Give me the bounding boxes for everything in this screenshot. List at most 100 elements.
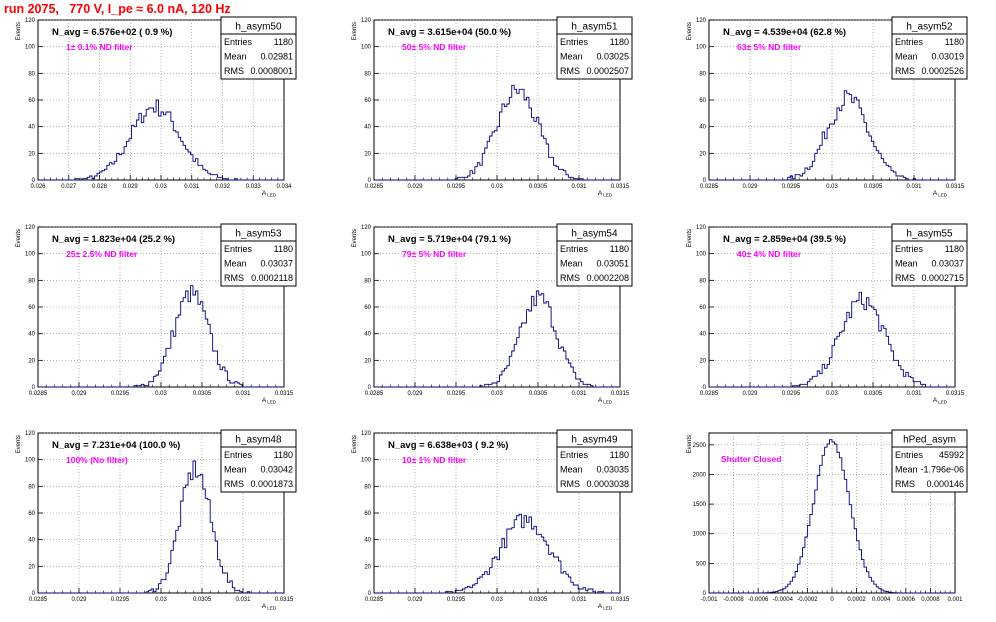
histogram-line — [374, 290, 620, 388]
stats-value: 1180 — [274, 244, 293, 254]
filter-annotation: 63± 5% ND filter — [737, 42, 802, 52]
stats-label: Mean — [560, 465, 583, 475]
x-tick-label: 0.0305 — [529, 391, 548, 397]
x-tick-label: 0.0315 — [611, 184, 630, 190]
filter-annotation: 25± 2.5% ND filter — [66, 249, 138, 259]
x-tick-label: 0.0295 — [447, 597, 466, 603]
y-axis-label: Events — [16, 22, 22, 40]
filter-annotation: 40± 4% ND filter — [737, 249, 802, 259]
y-tick-label: 80 — [699, 71, 706, 77]
panel-h_asym49: 0.0285 0.029 0.0295 0.03 0.0305 0.031 0.0315 0 2… — [352, 429, 633, 611]
y-tick-label: 40 — [28, 332, 35, 338]
panel-h_asym51: 0.0285 0.029 0.0295 0.03 0.0305 0.031 0.0315 0 2… — [352, 16, 633, 198]
y-tick-label: 60 — [28, 511, 35, 517]
stats-label: Mean — [895, 52, 918, 62]
y-tick-label: 80 — [364, 278, 371, 284]
x-tick-label: 0.0006 — [897, 597, 916, 603]
stats-value: 0.0002526 — [921, 66, 964, 76]
stats-title: h_asym54 — [571, 229, 618, 240]
stats-box — [556, 240, 633, 287]
y-tick-label: 60 — [699, 98, 706, 104]
y-tick-label: 60 — [364, 511, 371, 517]
stats-label: Entries — [560, 450, 589, 460]
stats-label: RMS — [560, 66, 580, 76]
x-axis-label: ALED — [598, 190, 613, 198]
y-tick-label: 100 — [361, 252, 372, 258]
y-tick-label: 0 — [368, 591, 372, 597]
stats-box — [220, 446, 297, 493]
x-tick-label: 0.0008 — [921, 597, 940, 603]
x-tick-label: 0.031 — [571, 391, 587, 397]
stats-value: 1180 — [945, 244, 964, 254]
x-tick-label: 0.031 — [235, 391, 251, 397]
y-tick-label: 20 — [28, 564, 35, 570]
stats-box — [891, 446, 968, 493]
navg-label: N_avg = 6.576e+02 ( 0.9 %) — [52, 27, 172, 38]
stats-value: 0.0002208 — [586, 273, 629, 283]
x-tick-label: 0.031 — [906, 391, 922, 397]
y-tick-label: 40 — [364, 332, 371, 338]
stats-value: 0.03042 — [260, 465, 293, 475]
x-tick-label: 0.0295 — [782, 391, 801, 397]
histogram-line — [38, 285, 284, 388]
y-axis-label: Events — [352, 435, 358, 453]
y-tick-label: 20 — [364, 564, 371, 570]
x-tick-label: 0.03 — [826, 391, 838, 397]
histogram-line — [709, 90, 955, 181]
x-tick-label: 0.0315 — [611, 597, 630, 603]
x-tick-label: 0.0285 — [365, 184, 384, 190]
stats-label: Entries — [895, 244, 924, 254]
y-tick-label: 80 — [28, 278, 35, 284]
x-tick-label: 0.03 — [491, 391, 503, 397]
y-tick-label: 100 — [25, 252, 36, 258]
stats-label: RMS — [224, 66, 244, 76]
stats-label: Mean — [560, 259, 583, 269]
y-tick-label: 120 — [361, 225, 372, 231]
navg-label: N_avg = 7.231e+04 (100.0 %) — [52, 440, 180, 451]
stats-value: 1180 — [274, 37, 293, 47]
navg-label: N_avg = 5.719e+04 (79.1 %) — [388, 234, 511, 245]
stats-label: Entries — [560, 244, 589, 254]
y-tick-label: 100 — [25, 45, 36, 51]
stats-label: RMS — [895, 273, 915, 283]
x-axis-label: ALED — [933, 397, 948, 405]
x-tick-label: 0.0315 — [611, 391, 630, 397]
stats-label: Entries — [224, 37, 253, 47]
x-tick-label: 0.0315 — [946, 391, 965, 397]
y-tick-label: 100 — [696, 45, 707, 51]
stats-label: Entries — [895, 450, 924, 460]
navg-label: N_avg = 4.539e+04 (62.8 %) — [723, 27, 846, 38]
stats-title: h_asym52 — [906, 22, 953, 33]
stats-label: Entries — [895, 37, 924, 47]
y-tick-label: 80 — [28, 484, 35, 490]
x-tick-label: 0.028 — [92, 184, 108, 190]
y-tick-label: 60 — [28, 305, 35, 311]
y-tick-label: 120 — [361, 18, 372, 24]
stats-label: RMS — [895, 479, 915, 489]
x-tick-label: 0.033 — [246, 184, 262, 190]
navg-label: N_avg = 1.823e+04 (25.2 %) — [52, 234, 175, 245]
y-tick-label: 40 — [28, 125, 35, 131]
panel-h_asym54: 0.0285 0.029 0.0295 0.03 0.0305 0.031 0.0315 0 2… — [352, 223, 633, 405]
x-tick-label: 0.029 — [407, 597, 423, 603]
y-axis-label: Events — [687, 22, 693, 40]
y-tick-label: 80 — [364, 484, 371, 490]
stats-title: h_asym49 — [571, 435, 618, 446]
x-axis-label: ALED — [933, 190, 948, 198]
x-tick-label: 0.031 — [571, 184, 587, 190]
x-tick-label: 0.03 — [155, 391, 167, 397]
y-tick-label: 120 — [25, 431, 36, 437]
stats-label: Mean — [895, 259, 918, 269]
stats-value: 0.0001873 — [250, 479, 293, 489]
stats-value: 0.03037 — [260, 259, 293, 269]
x-tick-label: -0.0004 — [773, 597, 794, 603]
stats-box — [891, 33, 968, 80]
y-tick-label: 1500 — [693, 502, 707, 508]
x-tick-label: 0.027 — [61, 184, 77, 190]
stats-value: -1.796e-06 — [920, 465, 964, 475]
x-tick-label: 0.029 — [123, 184, 139, 190]
stats-value: 0.000146 — [926, 479, 964, 489]
x-tick-label: 0.0315 — [275, 597, 294, 603]
x-tick-label: 0.0004 — [872, 597, 891, 603]
panel-h_asym52: 0.0285 0.029 0.0295 0.03 0.0305 0.031 0.0315 0 2… — [687, 16, 968, 198]
